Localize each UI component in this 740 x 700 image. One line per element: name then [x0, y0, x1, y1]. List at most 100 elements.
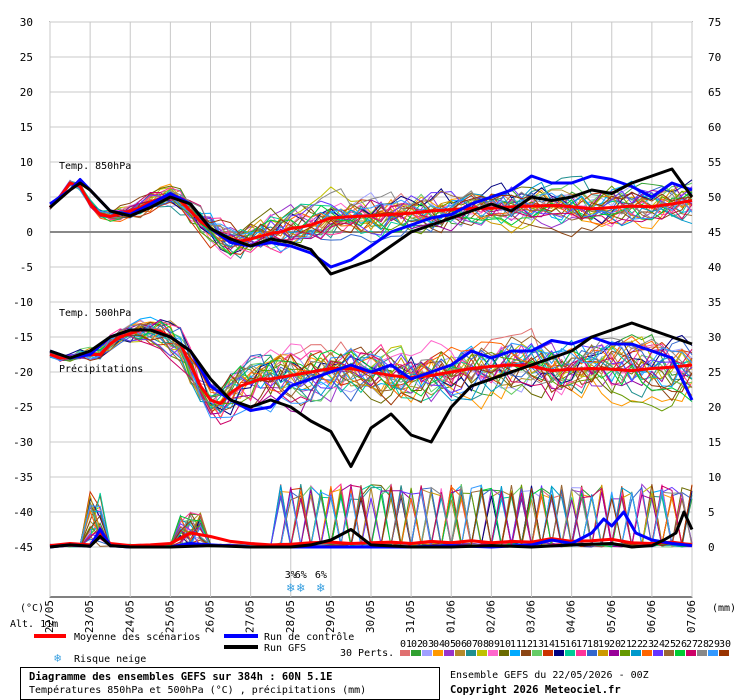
- y-tick-label: 10: [20, 156, 33, 169]
- copyright: Copyright 2026 Meteociel.fr: [450, 684, 621, 696]
- x-tick-label: 04/06: [565, 600, 578, 633]
- pert-swatch: [422, 650, 432, 656]
- x-tick-label: 28/05: [284, 600, 297, 633]
- pert-swatch: [455, 650, 465, 656]
- y-tick-label: -35: [13, 471, 33, 484]
- pert-number: 30: [719, 639, 731, 650]
- y2-tick-label: 20: [708, 401, 721, 414]
- member-line-t500: [49, 325, 693, 403]
- pert-swatch: [521, 650, 531, 656]
- pert-number: 25: [664, 639, 676, 650]
- y-axis-left: 30 25 20 15 10 5 0 -5 -10 -15 -20 -25 -30 -35 -40 -45: [13, 16, 33, 554]
- y2-tick-label: 70: [708, 51, 721, 64]
- pert-number: 02: [411, 639, 423, 650]
- x-tick-label: 23/05: [83, 600, 96, 633]
- perturbation-legend: 0102030405060708091011121314151617181920…: [400, 639, 731, 656]
- panel-label-precip: Précipitations: [59, 363, 143, 375]
- pert-swatch: [620, 650, 630, 656]
- pert-swatch: [488, 650, 498, 656]
- y2-tick-label: 0: [708, 541, 715, 554]
- x-tick-label: 06/06: [645, 600, 658, 633]
- y2-tick-label: 5: [708, 506, 715, 519]
- x-tick-label: 31/05: [404, 600, 417, 633]
- mean-line-t850: [48, 181, 693, 243]
- y2-tick-label: 10: [708, 471, 721, 484]
- y-tick-label: -40: [13, 506, 33, 519]
- chart-title: Diagramme des ensembles GEFS sur 384h : …: [29, 671, 333, 683]
- pert-number: 28: [697, 639, 709, 650]
- pert-number: 06: [455, 639, 467, 650]
- panel-label-t850: Temp. 850hPa: [59, 161, 131, 172]
- member-line-t500: [49, 320, 693, 403]
- mean-line-t500: [49, 328, 693, 405]
- legend-control-label: Run de contrôle: [264, 631, 354, 643]
- pert-swatch: [466, 650, 476, 656]
- pert-number: 01: [400, 639, 412, 650]
- mean-line-precip: [49, 531, 693, 548]
- pert-number: 03: [422, 639, 434, 650]
- left-axis-unit: (°C): [20, 603, 44, 614]
- snowflake-icon: ❄: [286, 581, 295, 596]
- gfs-line-precip: [49, 510, 694, 549]
- pert-number: 13: [532, 639, 544, 650]
- pert-swatch: [433, 650, 443, 656]
- y2-tick-label: 25: [708, 366, 721, 379]
- pert-swatch: [477, 650, 487, 656]
- snow-risk-markers: 3%❄6%❄6%❄: [285, 570, 327, 596]
- y-tick-label: 25: [20, 51, 33, 64]
- x-tick-label: 25/05: [163, 600, 176, 633]
- info-box: Diagramme des ensembles GEFS sur 384h : …: [20, 667, 440, 700]
- y2-tick-label: 55: [708, 156, 721, 169]
- y2-tick-label: 40: [708, 261, 721, 274]
- member-line-t500: [49, 324, 693, 403]
- x-tick-label: 05/06: [605, 600, 618, 633]
- pert-number: 22: [631, 639, 643, 650]
- pert-swatch: [565, 650, 575, 656]
- member-line-t500: [49, 334, 693, 425]
- y-tick-label: -15: [13, 331, 33, 344]
- x-tick-label: 24/05: [123, 600, 136, 633]
- pert-swatch: [554, 650, 564, 656]
- y-tick-label: 5: [26, 191, 33, 204]
- pert-swatch: [444, 650, 454, 656]
- x-tick-label: 01/06: [444, 600, 457, 633]
- x-tick-label: 30/05: [364, 600, 377, 633]
- x-tick-label: 22/05: [43, 600, 56, 633]
- member-line-t850: [49, 181, 693, 255]
- x-tick-label: 29/05: [324, 600, 337, 633]
- pert-number: 11: [510, 639, 522, 650]
- pert-swatch: [587, 650, 597, 656]
- snow-risk-percent: 6%: [315, 570, 327, 581]
- pert-number: 16: [565, 639, 577, 650]
- pert-number: 24: [653, 639, 665, 650]
- pert-swatch: [411, 650, 421, 656]
- y-tick-label: 0: [26, 226, 33, 239]
- pert-swatch: [576, 650, 586, 656]
- pert-number: 15: [554, 639, 566, 650]
- pert-swatch: [631, 650, 641, 656]
- legend-perts-label: 30 Perts.: [340, 648, 394, 659]
- pert-swatch: [400, 650, 410, 656]
- y-tick-label: 20: [20, 86, 33, 99]
- member-line-t500: [49, 332, 693, 406]
- chart-subtitle: Températures 850hPa et 500hPa (°C) , pré…: [29, 685, 367, 696]
- pert-number: 26: [675, 639, 687, 650]
- y2-tick-label: 50: [708, 191, 721, 204]
- x-tick-label: 27/05: [244, 600, 257, 633]
- member-line-t850: [49, 183, 693, 244]
- snow-risk-percent: 3%: [285, 570, 297, 581]
- run-info: Ensemble GEFS du 22/05/2026 - 00Z: [450, 670, 649, 681]
- pert-swatch: [653, 650, 663, 656]
- pert-number: 04: [433, 639, 445, 650]
- pert-swatch: [609, 650, 619, 656]
- pert-number: 12: [521, 639, 533, 650]
- pert-number: 05: [444, 639, 456, 650]
- pert-number: 27: [686, 639, 698, 650]
- pert-number: 17: [576, 639, 588, 650]
- y-tick-label: 30: [20, 16, 33, 29]
- snow-risk-percent: 6%: [295, 570, 307, 581]
- legend-mean-label: Moyenne des scénarios: [74, 631, 200, 643]
- pert-number: 10: [499, 639, 511, 650]
- right-axis-unit: (mm): [712, 603, 736, 614]
